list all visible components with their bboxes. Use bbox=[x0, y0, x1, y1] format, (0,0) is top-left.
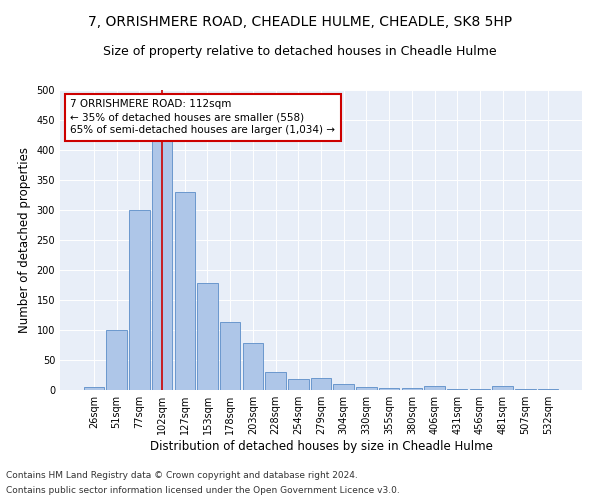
Text: Contains HM Land Registry data © Crown copyright and database right 2024.: Contains HM Land Registry data © Crown c… bbox=[6, 471, 358, 480]
Bar bbox=[129, 210, 149, 390]
Bar bbox=[242, 343, 263, 390]
Bar bbox=[152, 141, 172, 390]
Bar bbox=[197, 283, 218, 390]
Bar bbox=[334, 384, 354, 390]
Bar bbox=[447, 389, 467, 390]
Bar bbox=[493, 386, 513, 390]
Bar bbox=[175, 192, 195, 390]
Bar bbox=[106, 330, 127, 390]
Text: 7 ORRISHMERE ROAD: 112sqm
← 35% of detached houses are smaller (558)
65% of semi: 7 ORRISHMERE ROAD: 112sqm ← 35% of detac… bbox=[70, 99, 335, 136]
Bar bbox=[288, 379, 308, 390]
Bar bbox=[220, 322, 241, 390]
Text: Contains public sector information licensed under the Open Government Licence v3: Contains public sector information licen… bbox=[6, 486, 400, 495]
Bar bbox=[356, 387, 377, 390]
Y-axis label: Number of detached properties: Number of detached properties bbox=[18, 147, 31, 333]
Bar bbox=[265, 372, 286, 390]
Bar bbox=[311, 378, 331, 390]
Text: 7, ORRISHMERE ROAD, CHEADLE HULME, CHEADLE, SK8 5HP: 7, ORRISHMERE ROAD, CHEADLE HULME, CHEAD… bbox=[88, 15, 512, 29]
Bar bbox=[379, 388, 400, 390]
Bar bbox=[401, 388, 422, 390]
Text: Size of property relative to detached houses in Cheadle Hulme: Size of property relative to detached ho… bbox=[103, 45, 497, 58]
X-axis label: Distribution of detached houses by size in Cheadle Hulme: Distribution of detached houses by size … bbox=[149, 440, 493, 453]
Bar bbox=[84, 387, 104, 390]
Bar bbox=[424, 386, 445, 390]
Bar bbox=[515, 389, 536, 390]
